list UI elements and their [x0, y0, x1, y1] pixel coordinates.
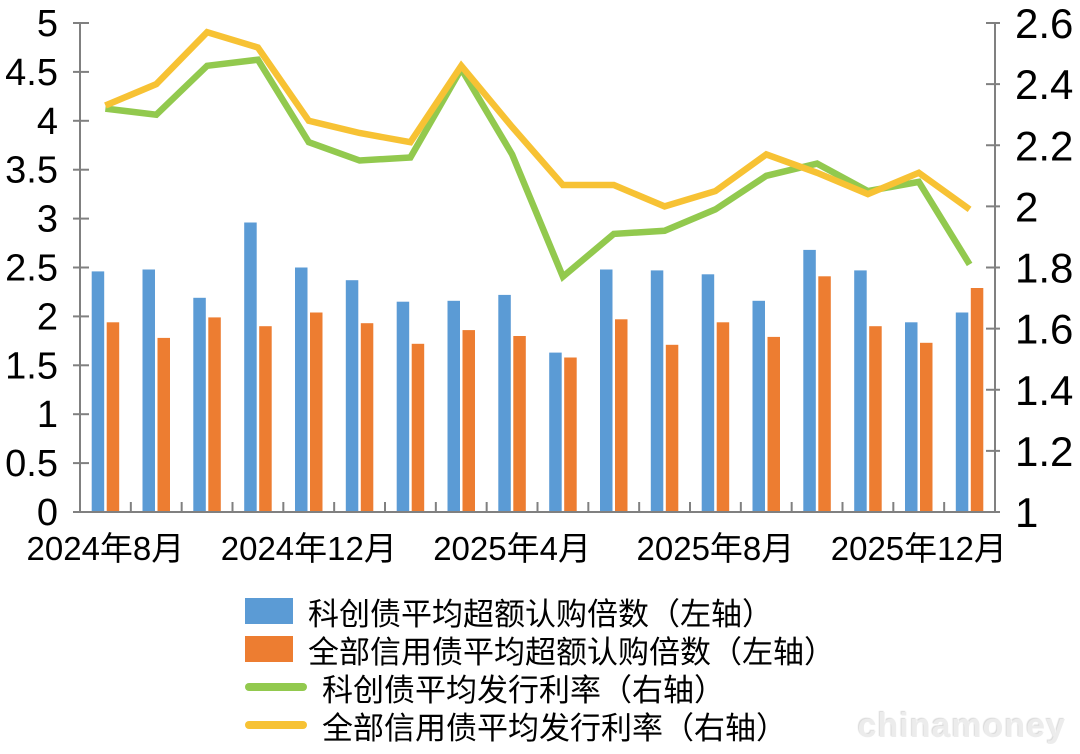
axis-tick-label: 1.6: [1015, 306, 1073, 353]
legend-swatch-yellow-line: [245, 721, 307, 729]
axis-tick-label: 3: [37, 199, 58, 241]
bar: [905, 322, 918, 512]
bar: [920, 342, 933, 512]
legend-item: 科创债平均超额认购倍数（左轴）: [245, 594, 773, 632]
bar: [564, 357, 577, 512]
bar: [106, 322, 120, 512]
bar: [498, 294, 511, 512]
axis-tick-label: 0: [37, 492, 58, 534]
axis-tick-label: 2.6: [1015, 0, 1073, 47]
axis-tick-label: 3.5: [5, 150, 58, 192]
axis-tick-label: 4.5: [5, 52, 58, 94]
axis-tick-label: 4: [37, 101, 58, 143]
bar: [360, 323, 374, 512]
axis-tick-label: 1: [1015, 489, 1038, 536]
axis-tick-label: 0.5: [5, 443, 58, 485]
bar: [193, 297, 206, 512]
legend-swatch-green-line: [245, 683, 307, 691]
legend-swatch-orange-bar: [245, 636, 293, 662]
watermark-chinamoney: chinamoney: [857, 707, 1066, 745]
bar: [767, 336, 780, 512]
legend-label: 全部信用债平均发行利率（右轴）: [322, 710, 787, 746]
line-series: [105, 56, 973, 283]
axis-tick-label: 5: [37, 3, 58, 45]
x-axis-label: 2025年4月: [433, 530, 591, 567]
bar: [854, 270, 867, 512]
x-axis-label: 2025年12月: [831, 530, 1007, 567]
axis-tick-label: 2.2: [1015, 122, 1073, 169]
bar: [600, 269, 613, 512]
legend-item: 科创债平均发行利率（右轴）: [245, 670, 725, 708]
bar: [310, 312, 323, 512]
axis-tick-label: 2: [1015, 183, 1038, 230]
axis-tick-label: 2.5: [5, 248, 58, 290]
bar: [615, 319, 628, 512]
bar: [462, 330, 475, 512]
legend-item: 全部信用债平均发行利率（右轴）: [245, 708, 787, 746]
bar: [970, 288, 984, 512]
bar: [244, 222, 257, 512]
bar: [869, 326, 882, 512]
axis-tick-label: 2.4: [1015, 61, 1073, 108]
bar: [157, 337, 170, 512]
combo-chart-svg: 5 4.5 4 3.5 3 2.5 2 1.5 1 0.5 0 2.6 2.4 2.2 2 1.8 1.6 1.4…: [5, 0, 1073, 567]
bar: [345, 280, 359, 512]
bar: [701, 274, 715, 512]
axis-tick-label: 1.5: [5, 345, 58, 387]
bar: [411, 343, 425, 512]
axis-tick-label: 1.8: [1015, 245, 1073, 292]
bar: [955, 312, 969, 512]
bar: [513, 336, 526, 512]
bar: [716, 322, 730, 512]
axis-tick-label: 1.4: [1015, 367, 1073, 414]
chart-area: 5 4.5 4 3.5 3 2.5 2 1.5 1 0.5 0 2.6 2.4 2.2 2 1.8 1.6 1.4…: [5, 0, 1073, 567]
legend-label: 全部信用债平均超额认购倍数（左轴）: [308, 634, 835, 670]
x-axis-label: 2024年12月: [221, 530, 397, 567]
bar: [396, 301, 410, 512]
bar: [447, 300, 460, 512]
bar: [295, 267, 308, 512]
bar: [650, 270, 664, 512]
chart-legend: 科创债平均超额认购倍数（左轴） 全部信用债平均超额认购倍数（左轴） 科创债平均发…: [245, 594, 835, 746]
axis-tick-label: 2: [37, 296, 58, 338]
legend-label: 科创债平均发行利率（右轴）: [322, 672, 725, 708]
bar: [803, 249, 816, 512]
legend-swatch-blue-bar: [245, 598, 293, 624]
bar: [549, 352, 562, 512]
axis-tick-label: 1: [37, 394, 58, 436]
legend-item: 全部信用债平均超额认购倍数（左轴）: [245, 632, 835, 670]
bar: [665, 344, 679, 512]
x-axis-label: 2025年8月: [637, 530, 795, 567]
bar: [208, 317, 221, 512]
bar: [752, 300, 765, 512]
x-axis-label: 2024年8月: [27, 530, 185, 567]
line-series: [104, 28, 972, 213]
bar: [91, 271, 105, 512]
bar: [818, 276, 831, 512]
axis-tick-label: 1.2: [1015, 428, 1073, 475]
legend-label: 科创债平均超额认购倍数（左轴）: [308, 596, 773, 632]
bar: [259, 326, 272, 512]
bar: [142, 269, 155, 512]
